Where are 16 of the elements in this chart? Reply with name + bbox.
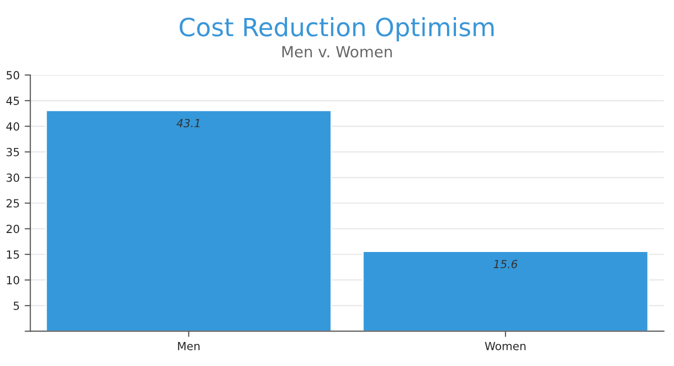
y-tick-label: 30: [6, 173, 20, 182]
y-tick-label: 20: [6, 224, 20, 234]
y-tick-label: 40: [6, 122, 20, 131]
y-tick-label: 45: [6, 96, 19, 106]
y-tick-label: 5: [14, 302, 19, 310]
chart-subtitle: Men v. Women: [282, 46, 392, 58]
data-label: 15.6: [494, 260, 518, 268]
y-tick-label: 10: [6, 276, 20, 284]
y-tick-label: 25: [6, 199, 19, 208]
x-tick-label: Women: [484, 342, 526, 350]
y-tick-label: 50: [6, 71, 20, 80]
data-label: 43.1: [176, 118, 200, 128]
y-tick-label: 15: [6, 250, 19, 259]
chart-title: Cost Reduction Optimism: [180, 17, 494, 42]
x-tick-label: Men: [178, 342, 200, 350]
y-tick-label: 35: [6, 148, 19, 156]
